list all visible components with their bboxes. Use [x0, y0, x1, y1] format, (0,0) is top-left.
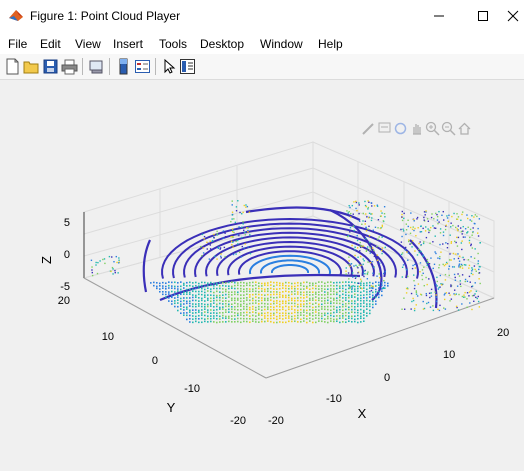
menu-file[interactable]: File	[8, 37, 28, 51]
new-figure-icon[interactable]	[4, 58, 21, 75]
edit-plot-icon[interactable]	[161, 58, 178, 75]
menu-edit[interactable]: Edit	[40, 37, 61, 51]
menu-window[interactable]: Window	[260, 37, 303, 51]
minimize-icon	[434, 15, 444, 17]
menu-insert[interactable]: Insert	[113, 37, 144, 51]
figure-toolbar	[0, 54, 524, 80]
legend-icon[interactable]	[134, 58, 151, 75]
maximize-icon	[478, 11, 488, 21]
figure-canvas[interactable]	[0, 80, 524, 471]
menu-tools[interactable]: Tools	[159, 37, 188, 51]
minimize-button[interactable]	[416, 0, 462, 32]
print-icon[interactable]	[61, 58, 78, 75]
menu-help[interactable]: Help	[318, 37, 343, 51]
rotate-3d-icon[interactable]	[393, 121, 408, 136]
window-title: Figure 1: Point Cloud Player	[30, 9, 181, 23]
colorbar-icon[interactable]	[115, 58, 132, 75]
open-file-icon[interactable]	[23, 58, 40, 75]
close-button[interactable]	[490, 0, 524, 32]
save-icon[interactable]	[42, 58, 59, 75]
link-plot-icon[interactable]	[88, 58, 105, 75]
close-icon	[507, 10, 519, 22]
home-icon[interactable]	[457, 121, 472, 136]
matlab-icon	[9, 10, 23, 21]
toolbar-separator	[155, 58, 156, 75]
brush-icon[interactable]	[361, 121, 376, 136]
menu-desktop[interactable]: Desktop	[200, 37, 245, 51]
data-tips-icon[interactable]	[377, 121, 392, 136]
pan-icon[interactable]	[409, 121, 424, 136]
property-inspector-icon[interactable]	[179, 58, 196, 75]
zoom-in-icon[interactable]	[425, 121, 440, 136]
menu-bar: File Edit View Insert Tools Desktop Wind…	[0, 32, 524, 54]
menu-view[interactable]: View	[75, 37, 101, 51]
title-bar: Figure 1: Point Cloud Player	[0, 0, 524, 32]
toolbar-separator	[109, 58, 110, 75]
zoom-out-icon[interactable]	[441, 121, 456, 136]
maximize-button[interactable]	[460, 0, 506, 32]
toolbar-separator	[82, 58, 83, 75]
